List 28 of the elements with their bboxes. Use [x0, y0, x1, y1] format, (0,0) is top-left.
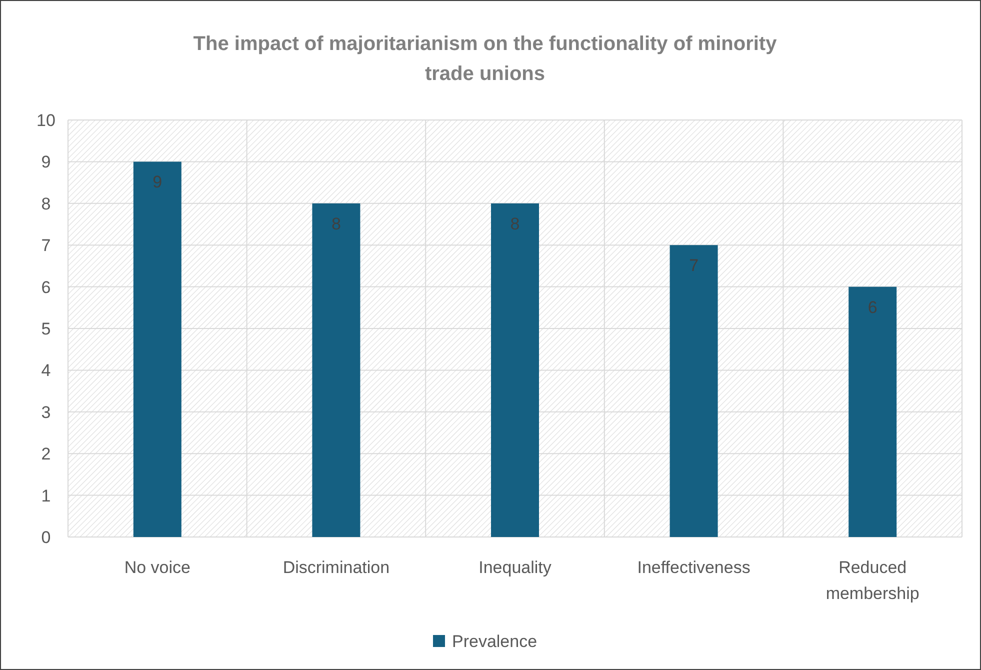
y-tick-label: 9 [41, 152, 51, 172]
y-tick-label: 5 [41, 320, 51, 338]
y-tick-label: 8 [41, 194, 51, 214]
x-tick-label: No voice [124, 558, 190, 577]
bar [133, 162, 182, 537]
bar [848, 286, 897, 537]
legend-label: Prevalence [452, 632, 538, 651]
data-label: 9 [152, 172, 162, 192]
y-tick-label: 4 [41, 361, 51, 380]
bar [670, 245, 718, 537]
chart-title: The impact of majoritarianism on the functionality of minority trade unions [193, 33, 778, 85]
x-tick-label: Reduced membership [826, 558, 920, 603]
x-tick-label: Discrimination [282, 558, 390, 577]
data-label: 6 [868, 298, 878, 317]
x-tick-label: Ineffectiveness [637, 558, 750, 577]
y-tick-label: 0 [41, 528, 51, 547]
y-tick-label: 7 [41, 236, 51, 256]
y-tick-label: 2 [41, 444, 51, 464]
data-label: 8 [510, 214, 520, 234]
data-label: 8 [331, 214, 341, 234]
bar [312, 203, 360, 537]
y-tick-label: 10 [36, 111, 56, 130]
y-tick-label: 6 [41, 278, 51, 297]
data-label: 7 [689, 256, 699, 276]
y-tick-label: 1 [41, 486, 51, 506]
y-tick-label: 3 [41, 402, 51, 422]
bar [491, 203, 539, 537]
x-tick-label: Inequality [478, 558, 552, 577]
